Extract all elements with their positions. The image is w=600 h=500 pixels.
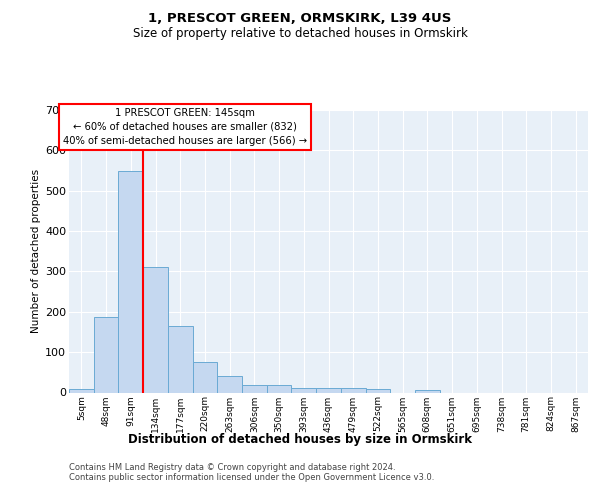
Bar (94, 316, 118, 392)
Text: 1 PRESCOT GREEN: 145sqm
← 60% of detached houses are smaller (832)
40% of semi-d: 1 PRESCOT GREEN: 145sqm ← 60% of detache… (63, 108, 307, 146)
Bar (365, 390, 390, 392)
Text: Size of property relative to detached houses in Ormskirk: Size of property relative to detached ho… (133, 28, 467, 40)
Y-axis label: Number of detached properties: Number of detached properties (31, 169, 41, 334)
Bar (292, 388, 316, 392)
Bar (118, 172, 143, 392)
Bar (143, 266, 168, 392)
Bar (193, 362, 217, 392)
Bar (415, 390, 440, 392)
Text: Distribution of detached houses by size in Ormskirk: Distribution of detached houses by size … (128, 432, 472, 446)
Text: 1, PRESCOT GREEN, ORMSKIRK, L39 4US: 1, PRESCOT GREEN, ORMSKIRK, L39 4US (148, 12, 452, 26)
Bar (341, 388, 365, 392)
Bar (168, 326, 193, 392)
Bar (242, 385, 267, 392)
Text: Contains HM Land Registry data © Crown copyright and database right 2024.
Contai: Contains HM Land Registry data © Crown c… (69, 462, 434, 482)
Bar (217, 376, 242, 392)
Bar (69, 390, 94, 392)
Bar (316, 388, 341, 392)
Bar (267, 385, 292, 392)
